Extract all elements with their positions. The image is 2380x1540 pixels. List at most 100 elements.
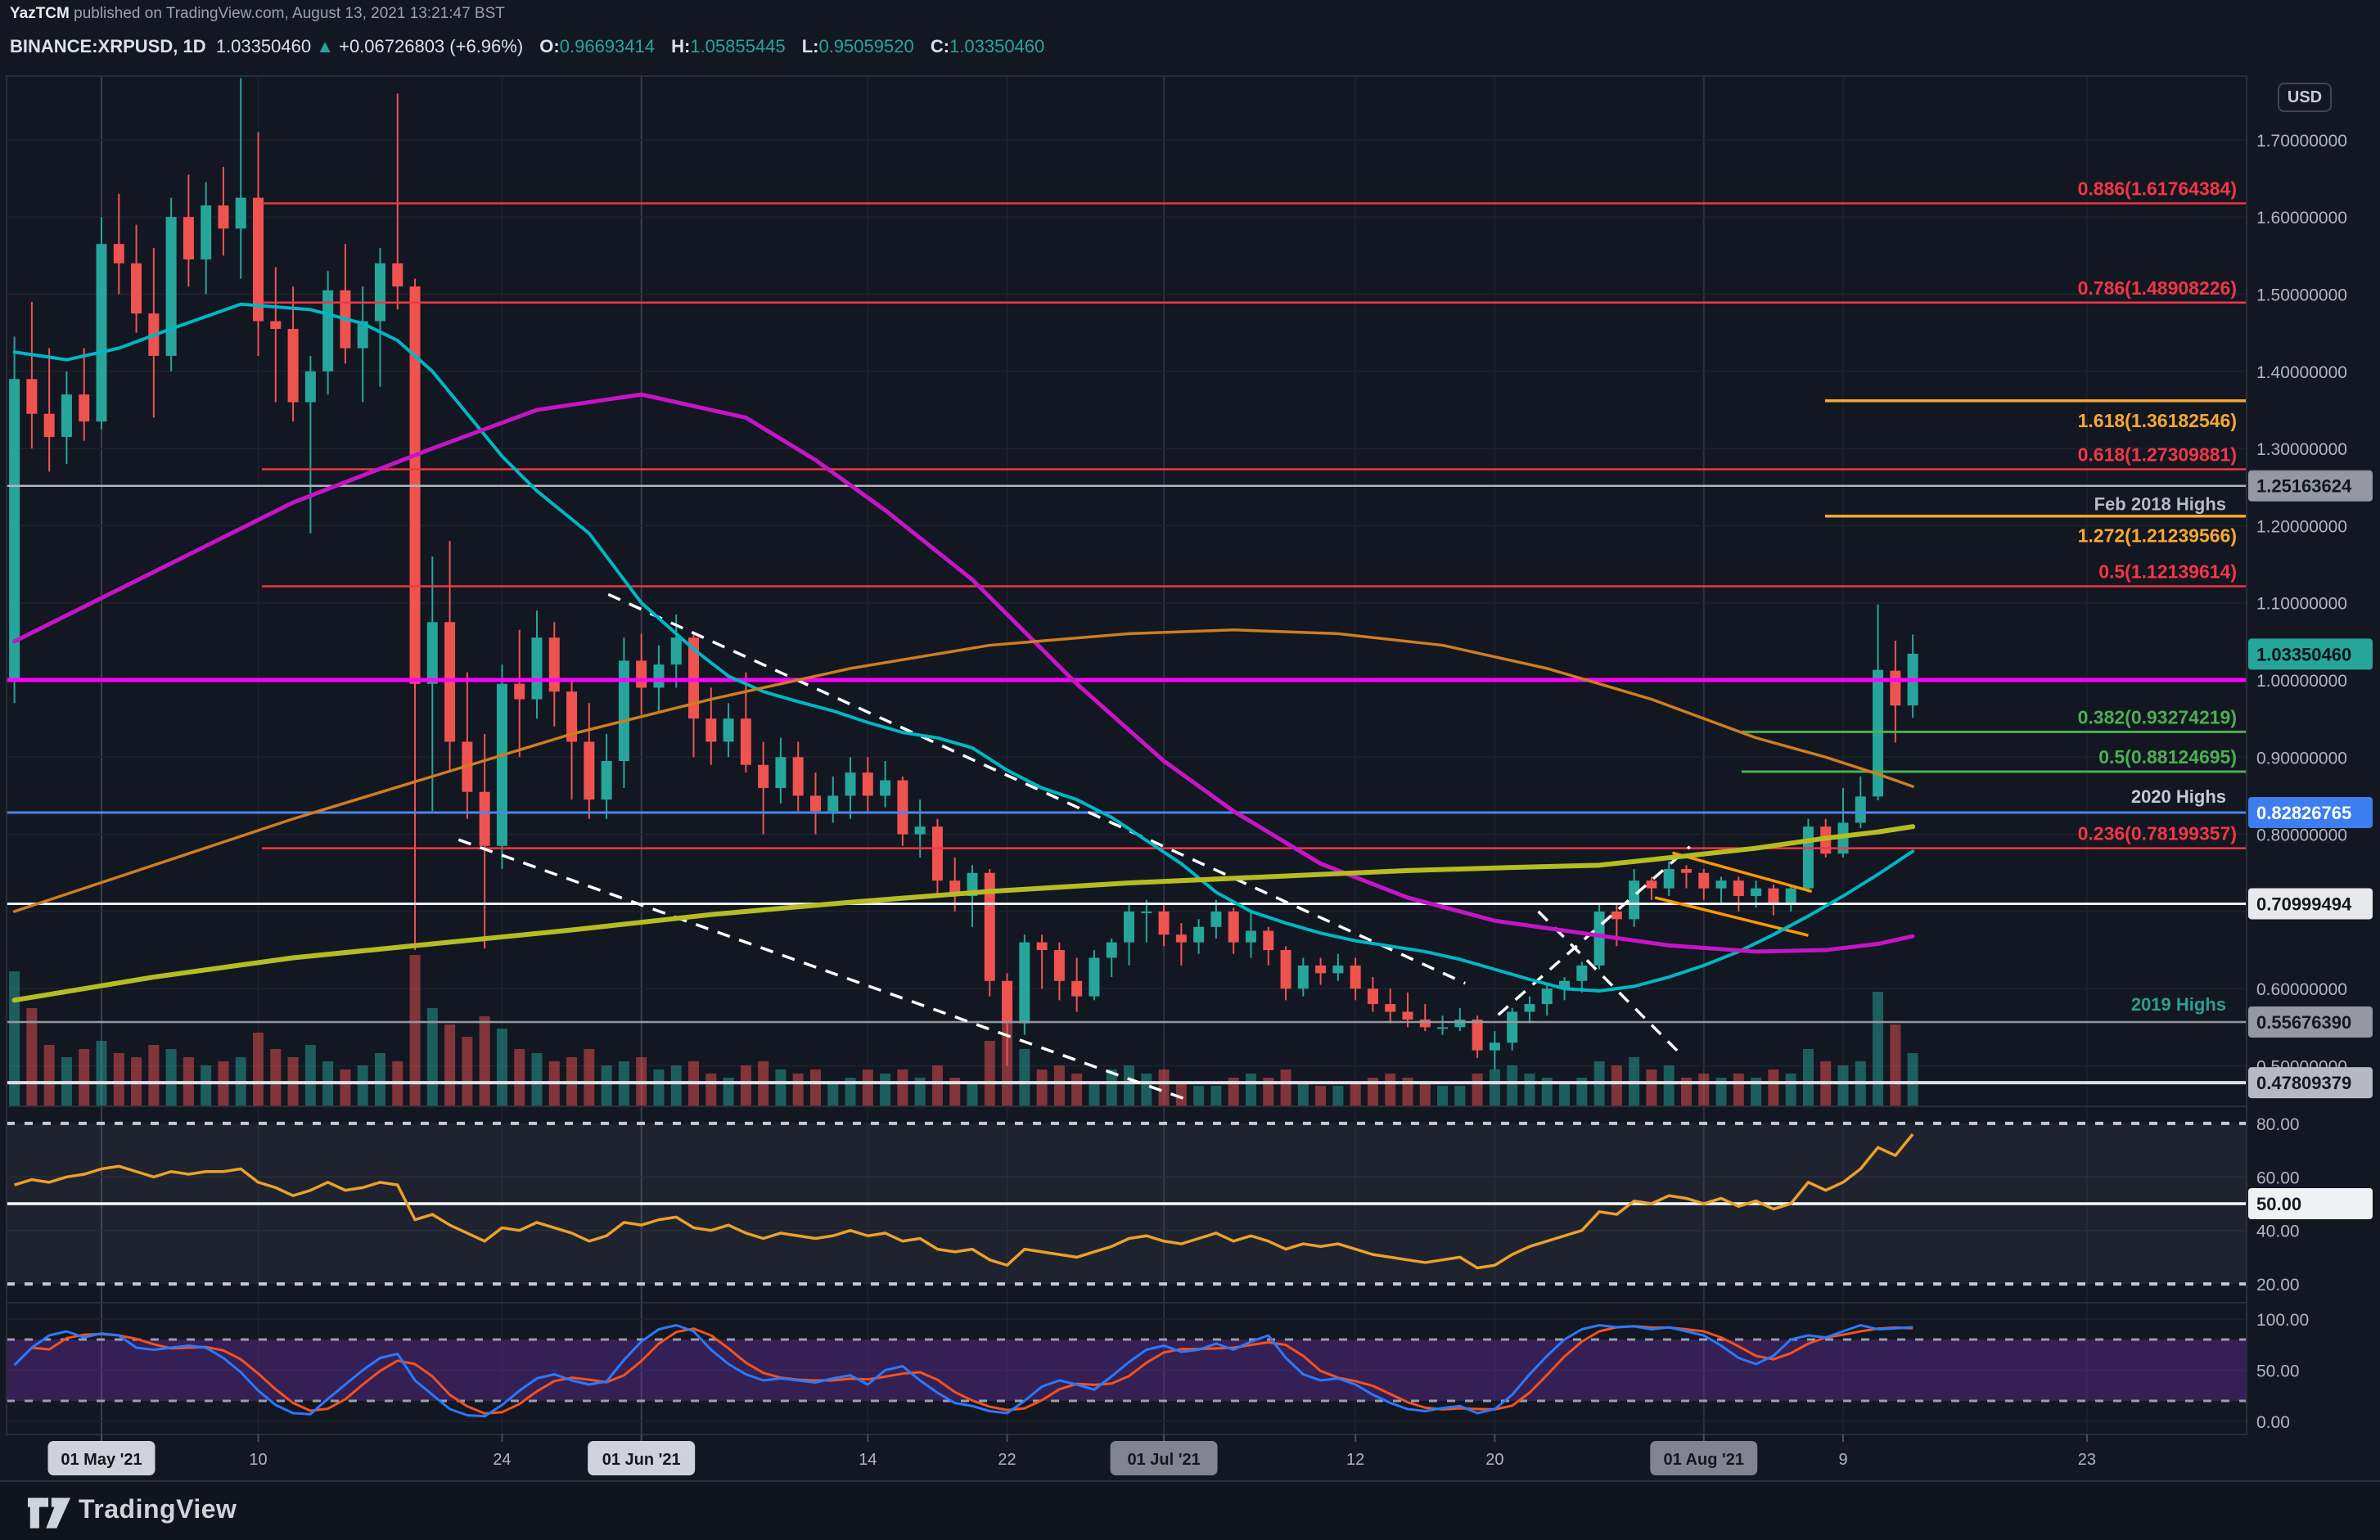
- currency-usd-button[interactable]: USD: [2278, 83, 2332, 112]
- candle-body: [26, 379, 38, 414]
- volume-bar: [1193, 1086, 1205, 1106]
- volume-bar: [1228, 1078, 1239, 1106]
- volume-bar: [1071, 1074, 1083, 1106]
- candle-body: [1629, 880, 1640, 920]
- close-value: 1.03350460: [949, 36, 1045, 56]
- time-axis-pill: [47, 1441, 156, 1475]
- symbol-title[interactable]: BINANCE:XRPUSD, 1D: [10, 36, 206, 56]
- volume-bar: [1802, 1049, 1814, 1106]
- price-axis-badge: [2248, 1067, 2373, 1099]
- author-name: YazTCM: [10, 5, 70, 22]
- candle-body: [131, 263, 142, 314]
- volume-bar: [479, 1016, 490, 1106]
- rsi-tick-label: 20.00: [2256, 1276, 2300, 1295]
- candle-body: [479, 791, 490, 846]
- volume-bar: [792, 1074, 804, 1106]
- volume-bar: [1873, 992, 1884, 1106]
- candle-body: [1124, 911, 1135, 943]
- volume-bar: [1837, 1065, 1849, 1106]
- volume-bar: [496, 1029, 507, 1106]
- candle-body: [1158, 911, 1170, 935]
- low-label: L:: [801, 36, 819, 56]
- candle-body: [183, 217, 194, 260]
- level-label: 2020 Highs: [2131, 786, 2226, 807]
- volume-bar: [1907, 1053, 1918, 1106]
- time-tick-label: 14: [859, 1451, 877, 1469]
- publish-info: YazTCM published on TradingView.com, Aug…: [10, 5, 505, 23]
- candle-body: [253, 197, 264, 322]
- volume-bar: [914, 1078, 926, 1106]
- candle-body: [1454, 1019, 1466, 1028]
- candle-body: [653, 664, 665, 688]
- candle-body: [1576, 965, 1588, 981]
- level-label: 2019 Highs: [2131, 994, 2226, 1015]
- volume-bar: [113, 1053, 124, 1106]
- candle-body: [809, 795, 821, 812]
- volume-bar: [9, 971, 20, 1106]
- volume-bar: [1385, 1074, 1396, 1106]
- volume-bar: [1541, 1078, 1553, 1106]
- volume-bar: [967, 1082, 978, 1106]
- candle-body: [792, 757, 804, 796]
- rsi-tick-label: 60.00: [2256, 1169, 2300, 1187]
- candle-body: [897, 780, 908, 835]
- stoch-k-line: [13, 1324, 1913, 1418]
- orange-fib-extension-label: 1.272(1.21239566): [2078, 525, 2237, 547]
- candle-body: [740, 718, 751, 765]
- candle-body: [1593, 911, 1605, 966]
- tradingview-logo-icon[interactable]: [28, 1496, 70, 1532]
- candle-body: [96, 244, 107, 422]
- candle-body: [1053, 950, 1065, 981]
- volume-bar: [1576, 1078, 1588, 1106]
- candle-body: [496, 683, 507, 846]
- candle-body: [880, 780, 891, 796]
- volume-bar: [462, 1037, 473, 1106]
- price-tick-label: 0.90000000: [2256, 749, 2347, 768]
- candle-body: [1002, 980, 1013, 1024]
- stoch-band: [7, 1340, 2247, 1401]
- candle-body: [9, 379, 20, 680]
- candle-body: [1855, 796, 1866, 823]
- symbol-info-bar: BINANCE:XRPUSD, 1D 1.03350460 ▲ +0.06726…: [10, 36, 1044, 57]
- time-tick-label: 10: [249, 1451, 267, 1469]
- red-fib-retracement-label: 0.886(1.61764384): [2078, 178, 2237, 200]
- candle-body: [1071, 980, 1083, 997]
- candle-body: [531, 637, 543, 700]
- volume-bar: [165, 1049, 177, 1106]
- price-axis-badge-label: 0.82826765: [2256, 803, 2351, 823]
- price-tick-label: 1.70000000: [2256, 132, 2347, 151]
- candle-body: [79, 394, 90, 422]
- last-price: 1.03350460: [215, 36, 312, 56]
- volume-bar: [1263, 1078, 1274, 1106]
- volume-bar: [723, 1078, 734, 1106]
- volume-bar: [1419, 1082, 1431, 1106]
- candle-body: [758, 764, 769, 789]
- candle-body: [1019, 942, 1030, 1024]
- price-tick-label: 1.40000000: [2256, 363, 2347, 382]
- candle-body: [618, 660, 629, 762]
- volume-bar: [1332, 1086, 1344, 1106]
- candle-body: [827, 795, 839, 812]
- candle-body: [984, 872, 995, 981]
- tradingview-logo-text[interactable]: TradingView: [79, 1494, 237, 1524]
- time-tick-label: 20: [1485, 1451, 1503, 1469]
- volume-bar: [1158, 1069, 1170, 1106]
- price-tick-label: 1.20000000: [2256, 517, 2347, 536]
- price-axis-badge: [2248, 638, 2373, 670]
- dashed-trendline: [1537, 910, 1679, 1052]
- candle-body: [705, 718, 717, 742]
- volume-bar: [1698, 1074, 1710, 1106]
- candle-body: [723, 718, 734, 742]
- candle-body: [1472, 1019, 1483, 1051]
- candle-body: [1715, 880, 1727, 889]
- candle-body: [862, 772, 873, 796]
- candle-body: [1245, 930, 1256, 943]
- candle-body: [1611, 911, 1622, 920]
- time-tick-label: 01 May '21: [61, 1451, 142, 1469]
- price-axis-badge: [2248, 1006, 2373, 1038]
- volume-bar: [1611, 1065, 1622, 1106]
- price-tick-label: 1.00000000: [2256, 672, 2347, 691]
- volume-bar: [304, 1045, 316, 1106]
